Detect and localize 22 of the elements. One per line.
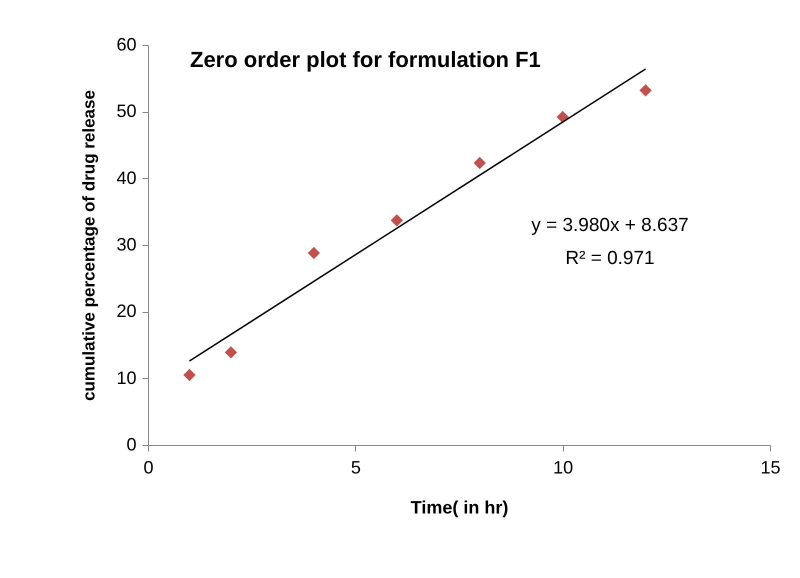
point: [308, 246, 320, 260]
x-axis-title: Time( in hr): [410, 498, 508, 518]
x-tick-label: 5: [350, 458, 361, 478]
x-tick-label: 0: [143, 458, 154, 478]
y-tick-label: 30: [116, 234, 136, 254]
point: [390, 214, 403, 226]
point: [183, 368, 196, 382]
annotation: R² = 0.971: [565, 248, 655, 269]
annotation: y = 3.980x + 8.637: [531, 215, 689, 236]
y-tick-label: 40: [116, 168, 136, 188]
y-tick-label: 0: [126, 434, 136, 454]
point: [639, 84, 652, 96]
x-tick-label: 15: [760, 458, 781, 478]
y-tick-label: 50: [116, 101, 136, 122]
chart-title: Zero order plot for formulation F1: [190, 47, 541, 72]
y-tick-label: 20: [116, 301, 136, 322]
point: [224, 346, 238, 358]
y-tick-label: 10: [116, 368, 136, 388]
x-tick-label: 10: [553, 458, 574, 478]
y-tick-label: 60: [116, 34, 136, 54]
point: [474, 156, 486, 170]
y-axis-title: cumulative percentage of drug release: [79, 90, 98, 401]
